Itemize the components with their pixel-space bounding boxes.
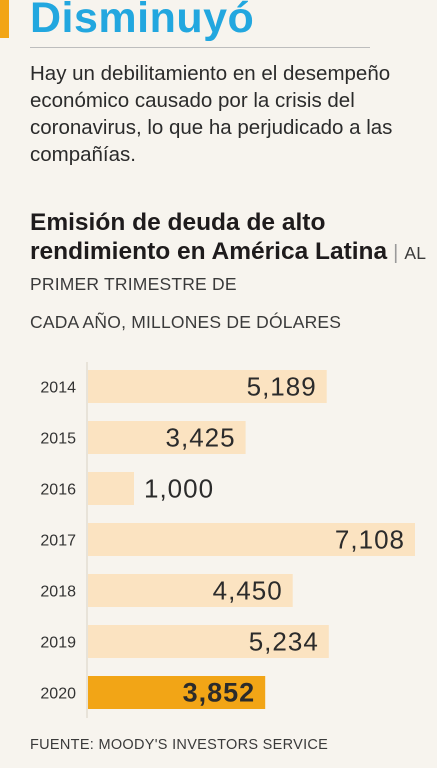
category-label-2014: 2014 bbox=[40, 380, 76, 397]
title-separator: | bbox=[393, 242, 399, 264]
chart-title-block: Emisión de deuda de alto rendimiento en … bbox=[30, 208, 430, 299]
value-label-2014: 5,189 bbox=[247, 372, 317, 402]
value-label-2018: 4,450 bbox=[213, 576, 283, 606]
bar-2015 bbox=[88, 421, 246, 454]
bar-2016 bbox=[88, 472, 134, 505]
chart-subtitle-line1: AL PRIMER TRIMESTRE DE bbox=[30, 243, 426, 294]
bar-2014 bbox=[88, 370, 327, 403]
category-label-2019: 2019 bbox=[40, 635, 76, 652]
source-note: FUENTE: MOODY'S INVESTORS SERVICE bbox=[30, 737, 329, 753]
category-label-2017: 2017 bbox=[40, 533, 76, 550]
bar-2019 bbox=[88, 625, 329, 658]
bar-2020 bbox=[88, 676, 266, 709]
category-label-2016: 2016 bbox=[40, 482, 76, 499]
category-label-2018: 2018 bbox=[40, 584, 76, 601]
value-label-2020: 3,852 bbox=[183, 678, 256, 708]
value-label-2016: 1,000 bbox=[144, 474, 214, 504]
bar-2018 bbox=[88, 574, 293, 607]
headline-divider bbox=[30, 47, 370, 48]
chart-subtitle-line2: CADA AÑO, MILLONES DE DÓLARES bbox=[30, 312, 342, 332]
category-label-2020: 2020 bbox=[40, 686, 76, 703]
headline-accent-bar bbox=[0, 0, 9, 38]
bar-2017 bbox=[88, 523, 415, 556]
value-label-2015: 3,425 bbox=[166, 423, 236, 453]
intro-text: Hay un debilitamiento en el desempeño ec… bbox=[30, 62, 393, 166]
value-label-2019: 5,234 bbox=[249, 627, 319, 657]
headline: Disminuyó bbox=[30, 0, 255, 42]
value-label-2017: 7,108 bbox=[335, 525, 405, 555]
category-label-2015: 2015 bbox=[40, 431, 76, 448]
chart-title: Emisión de deuda de alto rendimiento en … bbox=[30, 209, 388, 265]
